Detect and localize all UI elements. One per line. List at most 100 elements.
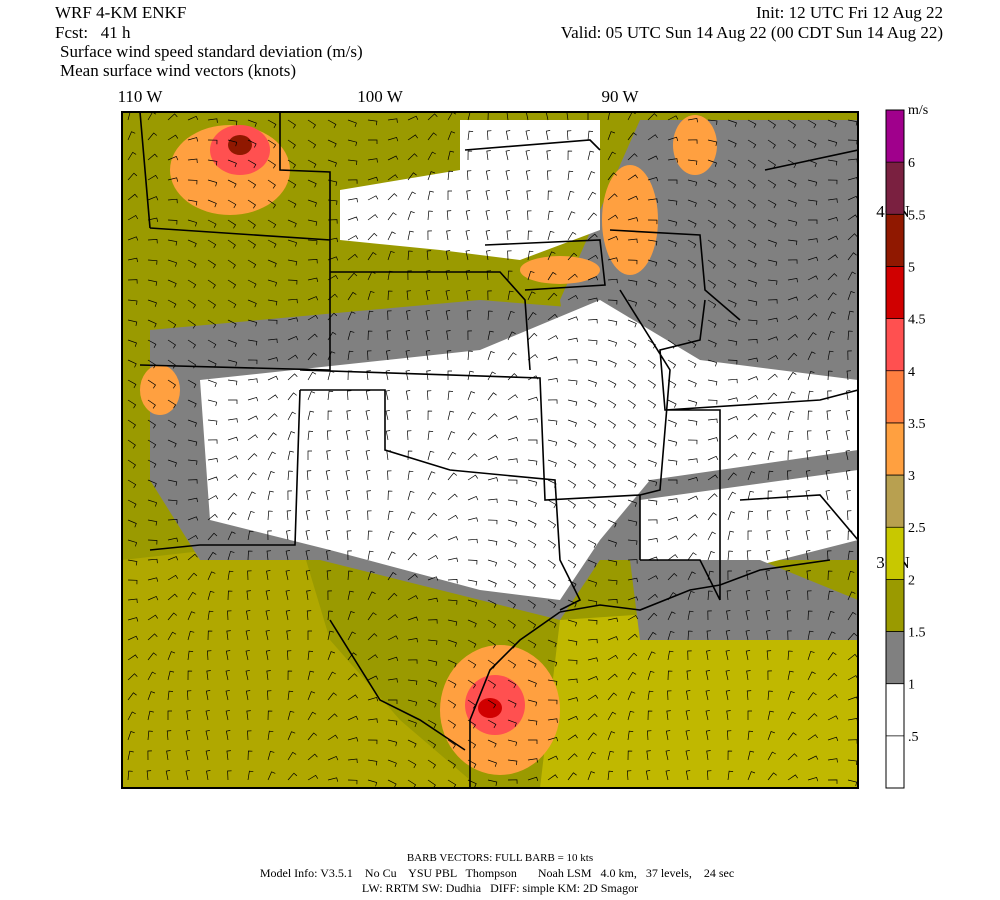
wind-barb	[687, 319, 696, 329]
wind-barb	[687, 458, 698, 463]
wind-barb	[407, 616, 419, 621]
wind-barb	[647, 479, 658, 487]
wind-barb	[527, 210, 532, 221]
wind-barb	[387, 212, 397, 221]
field-shade	[122, 540, 470, 788]
wind-barb	[785, 549, 790, 561]
wind-barb	[647, 176, 659, 182]
wind-barb	[525, 149, 530, 161]
wind-barb	[727, 472, 737, 481]
wind-barb	[207, 219, 217, 228]
wind-barb	[647, 459, 657, 467]
wind-barb	[427, 171, 436, 181]
wind-barb	[187, 630, 195, 641]
wind-barb	[707, 239, 716, 249]
wind-barb	[167, 690, 174, 701]
wind-barb	[267, 490, 274, 501]
wind-barb	[627, 319, 637, 328]
wind-barb	[487, 599, 497, 608]
wind-barb	[627, 730, 634, 741]
wind-barb	[607, 770, 614, 781]
wind-barb	[567, 231, 577, 241]
wind-barb	[827, 672, 838, 681]
wind-barb	[727, 179, 737, 189]
wind-barb	[746, 550, 752, 561]
wind-barb	[167, 379, 176, 389]
wind-barb	[567, 734, 578, 741]
wind-barb	[405, 369, 410, 381]
wind-barb	[167, 339, 176, 349]
wind-barb	[487, 290, 492, 301]
wind-barb	[447, 150, 455, 161]
wind-barb	[607, 151, 616, 161]
wind-barb	[567, 211, 576, 221]
wind-barb	[665, 769, 670, 781]
wind-barb	[687, 359, 697, 368]
wind-barb	[227, 219, 237, 229]
wind-barb	[347, 590, 354, 601]
wind-barb	[685, 770, 691, 781]
wind-barb	[486, 150, 491, 161]
wind-barb	[767, 751, 776, 761]
wind-barb	[567, 753, 578, 761]
wind-barb	[207, 476, 219, 481]
wind-barb	[127, 215, 139, 221]
wind-barb	[227, 199, 237, 209]
wind-barb	[807, 238, 818, 243]
wind-barb	[367, 591, 376, 601]
wind-barb	[427, 619, 438, 624]
wind-barb	[826, 530, 831, 541]
wind-barb	[767, 772, 777, 781]
wind-barb	[547, 419, 558, 426]
wind-barb	[147, 339, 157, 348]
wind-barb	[847, 252, 857, 261]
wind-barb	[645, 770, 651, 781]
wind-barb	[587, 751, 597, 761]
wind-barb	[407, 659, 418, 664]
wind-barb	[407, 490, 415, 501]
wind-barb	[765, 550, 771, 561]
wind-barb	[727, 139, 737, 148]
wind-barb	[487, 519, 498, 525]
wind-barb	[807, 410, 813, 421]
wind-barb	[527, 479, 538, 487]
wind-barb	[245, 629, 251, 641]
wind-barb	[827, 292, 837, 301]
wind-barb	[667, 690, 672, 701]
wind-barb	[827, 631, 836, 641]
wind-barb	[267, 690, 272, 701]
wind-barb	[745, 609, 750, 621]
wind-barb	[405, 349, 410, 361]
wind-barb	[767, 731, 776, 741]
wind-barb	[647, 499, 658, 506]
wind-barb	[147, 419, 156, 429]
wind-barb	[507, 373, 518, 381]
wind-barb	[367, 510, 372, 521]
wind-barb	[187, 199, 198, 206]
wind-barb	[267, 394, 278, 401]
wind-barb	[727, 259, 737, 269]
wind-barb	[207, 532, 218, 541]
wind-barb	[847, 214, 858, 221]
wind-barb	[326, 430, 332, 441]
wind-barb	[307, 314, 319, 321]
wind-barb	[385, 409, 390, 421]
wind-barb	[267, 299, 278, 306]
wind-barb	[747, 376, 759, 381]
wind-barb	[527, 539, 537, 549]
wind-barb	[165, 770, 171, 781]
wind-barb	[127, 519, 137, 528]
wind-barb	[167, 612, 178, 621]
wind-barb	[545, 112, 549, 121]
wind-barb	[347, 715, 359, 721]
wind-barb	[486, 250, 491, 261]
wind-barb	[667, 319, 676, 329]
wind-barb	[387, 250, 395, 261]
wind-barb	[387, 290, 393, 301]
wind-barb	[767, 373, 778, 381]
wind-barb	[245, 690, 251, 701]
wind-barb	[467, 350, 473, 361]
wind-barb	[845, 449, 850, 461]
wind-barb	[127, 439, 136, 449]
wind-barb	[707, 418, 718, 424]
